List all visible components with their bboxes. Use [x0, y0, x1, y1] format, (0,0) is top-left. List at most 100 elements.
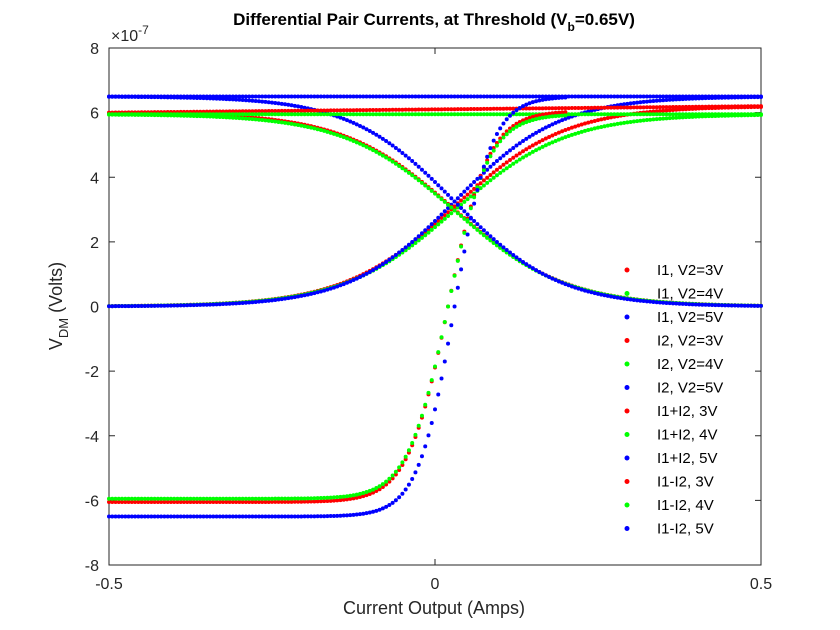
data-point: [198, 499, 203, 504]
data-point: [276, 101, 281, 106]
data-point: [250, 514, 255, 519]
data-point: [237, 94, 242, 99]
data-point: [133, 496, 138, 501]
data-point: [752, 303, 757, 308]
data-point: [433, 364, 437, 369]
data-point: [530, 143, 535, 148]
data-point: [700, 112, 705, 117]
data-point: [563, 110, 568, 115]
data-point: [465, 107, 470, 112]
data-point: [661, 112, 666, 117]
data-point: [139, 94, 144, 99]
data-point: [250, 109, 255, 114]
data-point: [344, 118, 349, 123]
data-point: [270, 109, 274, 114]
data-point: [452, 112, 457, 117]
data-point: [433, 107, 437, 112]
data-point: [507, 94, 512, 99]
data-point: [315, 514, 320, 519]
data-point: [253, 99, 258, 104]
data-point: [491, 175, 496, 180]
data-point: [700, 302, 705, 307]
data-point: [341, 108, 346, 113]
data-point: [279, 101, 284, 106]
x-tick-label: -0.5: [95, 576, 123, 593]
data-point: [501, 132, 506, 137]
data-point: [729, 94, 734, 99]
data-point: [113, 112, 118, 117]
data-point: [152, 514, 157, 519]
data-point: [338, 498, 343, 503]
data-point: [243, 300, 248, 305]
y-tick-label: 2: [90, 235, 99, 252]
data-point: [527, 106, 532, 111]
data-point: [615, 105, 620, 110]
data-point: [403, 248, 408, 253]
data-point: [380, 482, 385, 487]
data-point: [364, 511, 369, 516]
data-point: [680, 104, 685, 109]
data-point: [377, 107, 382, 112]
data-point: [273, 101, 278, 106]
data-point: [667, 112, 672, 117]
data-point: [289, 103, 294, 108]
data-point: [416, 112, 421, 117]
data-point: [530, 106, 535, 111]
data-point: [149, 496, 154, 501]
data-point: [299, 499, 304, 504]
data-point: [142, 496, 147, 501]
data-point: [302, 496, 307, 501]
data-point: [256, 514, 261, 519]
data-point: [635, 94, 640, 99]
data-point: [149, 499, 154, 504]
data-point: [312, 126, 317, 131]
data-point: [120, 94, 125, 99]
data-point: [563, 282, 568, 287]
data-point: [413, 112, 418, 117]
data-point: [361, 108, 366, 113]
data-point: [136, 94, 141, 99]
data-point: [641, 105, 646, 110]
data-point: [136, 514, 141, 519]
data-point: [168, 514, 173, 519]
y-tick-label: -6: [85, 493, 99, 510]
data-point: [302, 499, 307, 504]
data-point: [410, 94, 415, 99]
data-point: [384, 479, 389, 484]
data-point: [374, 508, 379, 513]
data-point: [511, 123, 516, 128]
data-point: [550, 114, 555, 119]
data-point: [240, 112, 245, 117]
data-point: [436, 222, 441, 227]
data-point: [693, 112, 698, 117]
data-point: [315, 94, 320, 99]
data-point: [318, 108, 323, 113]
data-point: [302, 293, 307, 298]
data-point: [208, 499, 213, 504]
legend-marker: [624, 432, 630, 437]
legend-label: I2, V2=5V: [657, 380, 723, 397]
data-point: [380, 107, 385, 112]
legend-label: I1+I2, 4V: [657, 427, 717, 444]
data-point: [433, 221, 437, 226]
data-point: [230, 115, 235, 120]
data-point: [149, 514, 154, 519]
data-point: [263, 94, 268, 99]
data-point: [322, 128, 327, 133]
data-point: [534, 117, 539, 122]
legend-label: I1-I2, 4V: [657, 497, 714, 514]
data-point: [406, 107, 411, 112]
data-point: [328, 108, 333, 113]
data-point: [573, 285, 578, 290]
data-point: [589, 94, 594, 99]
data-point: [566, 115, 571, 120]
data-point: [530, 266, 535, 271]
data-point: [247, 514, 252, 519]
data-point: [234, 97, 239, 102]
data-point: [481, 168, 486, 172]
data-point: [716, 303, 721, 308]
data-point: [400, 112, 405, 117]
data-point: [462, 107, 467, 112]
data-point: [338, 112, 343, 117]
data-point: [367, 492, 372, 497]
